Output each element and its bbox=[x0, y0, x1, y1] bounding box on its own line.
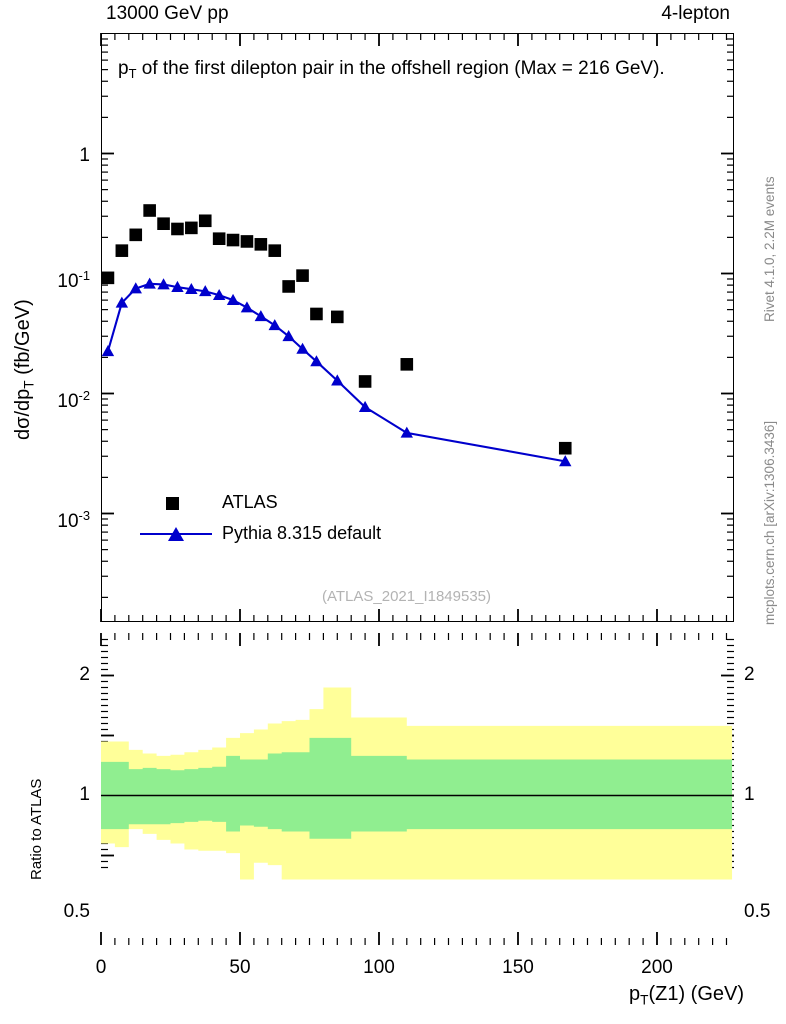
ratio-tick-label-1-right: 1 bbox=[744, 784, 755, 805]
legend: ATLAS Pythia 8.315 default bbox=[140, 487, 381, 549]
ratio-tick-label-2-right: 2 bbox=[744, 664, 755, 685]
x-tick-label-100: 100 bbox=[363, 957, 395, 978]
main-plot-panel bbox=[101, 33, 734, 622]
y-tick-label-1: 10-1 bbox=[57, 268, 90, 293]
legend-item-pythia[interactable]: Pythia 8.315 default bbox=[140, 518, 381, 549]
x-axis-label: pT(Z1) (GeV) bbox=[629, 983, 744, 1008]
mc-curve bbox=[106, 282, 566, 463]
x-tick-label-50: 50 bbox=[229, 957, 251, 978]
y-tick-label-3: 10-3 bbox=[57, 508, 90, 533]
main-axis-ticks bbox=[100, 33, 734, 622]
final-state-label: 4-lepton bbox=[661, 3, 730, 24]
legend-key-triangle-line-icon bbox=[140, 524, 212, 544]
y-tick-label-0: 1 bbox=[79, 145, 90, 167]
ratio-tick-label-2: 2 bbox=[79, 664, 90, 685]
x-tick-label-200: 200 bbox=[641, 957, 673, 978]
data-markers bbox=[101, 204, 572, 455]
y-tick-label-2: 10-2 bbox=[57, 388, 90, 413]
ratio-tick-label-1: 1 bbox=[79, 784, 90, 805]
legend-key-square-icon bbox=[140, 493, 212, 513]
legend-item-atlas[interactable]: ATLAS bbox=[140, 487, 381, 518]
mc-markers bbox=[101, 277, 572, 467]
x-tick-label-150: 150 bbox=[502, 957, 534, 978]
x-tick-label-0: 0 bbox=[95, 957, 107, 978]
uncertainty-bands bbox=[101, 687, 733, 880]
ratio-tick-label-0p5: 0.5 bbox=[63, 901, 90, 922]
beam-energy-label: 13000 GeV pp bbox=[106, 3, 229, 24]
plot-title: pT of the first dilepton pair in the off… bbox=[118, 58, 665, 82]
legend-label-pythia: Pythia 8.315 default bbox=[222, 523, 382, 543]
legend-label-atlas: ATLAS bbox=[222, 492, 278, 512]
analysis-id-watermark: (ATLAS_2021_I1849535) bbox=[322, 588, 492, 605]
ratio-tick-label-0p5-right: 0.5 bbox=[744, 901, 771, 922]
